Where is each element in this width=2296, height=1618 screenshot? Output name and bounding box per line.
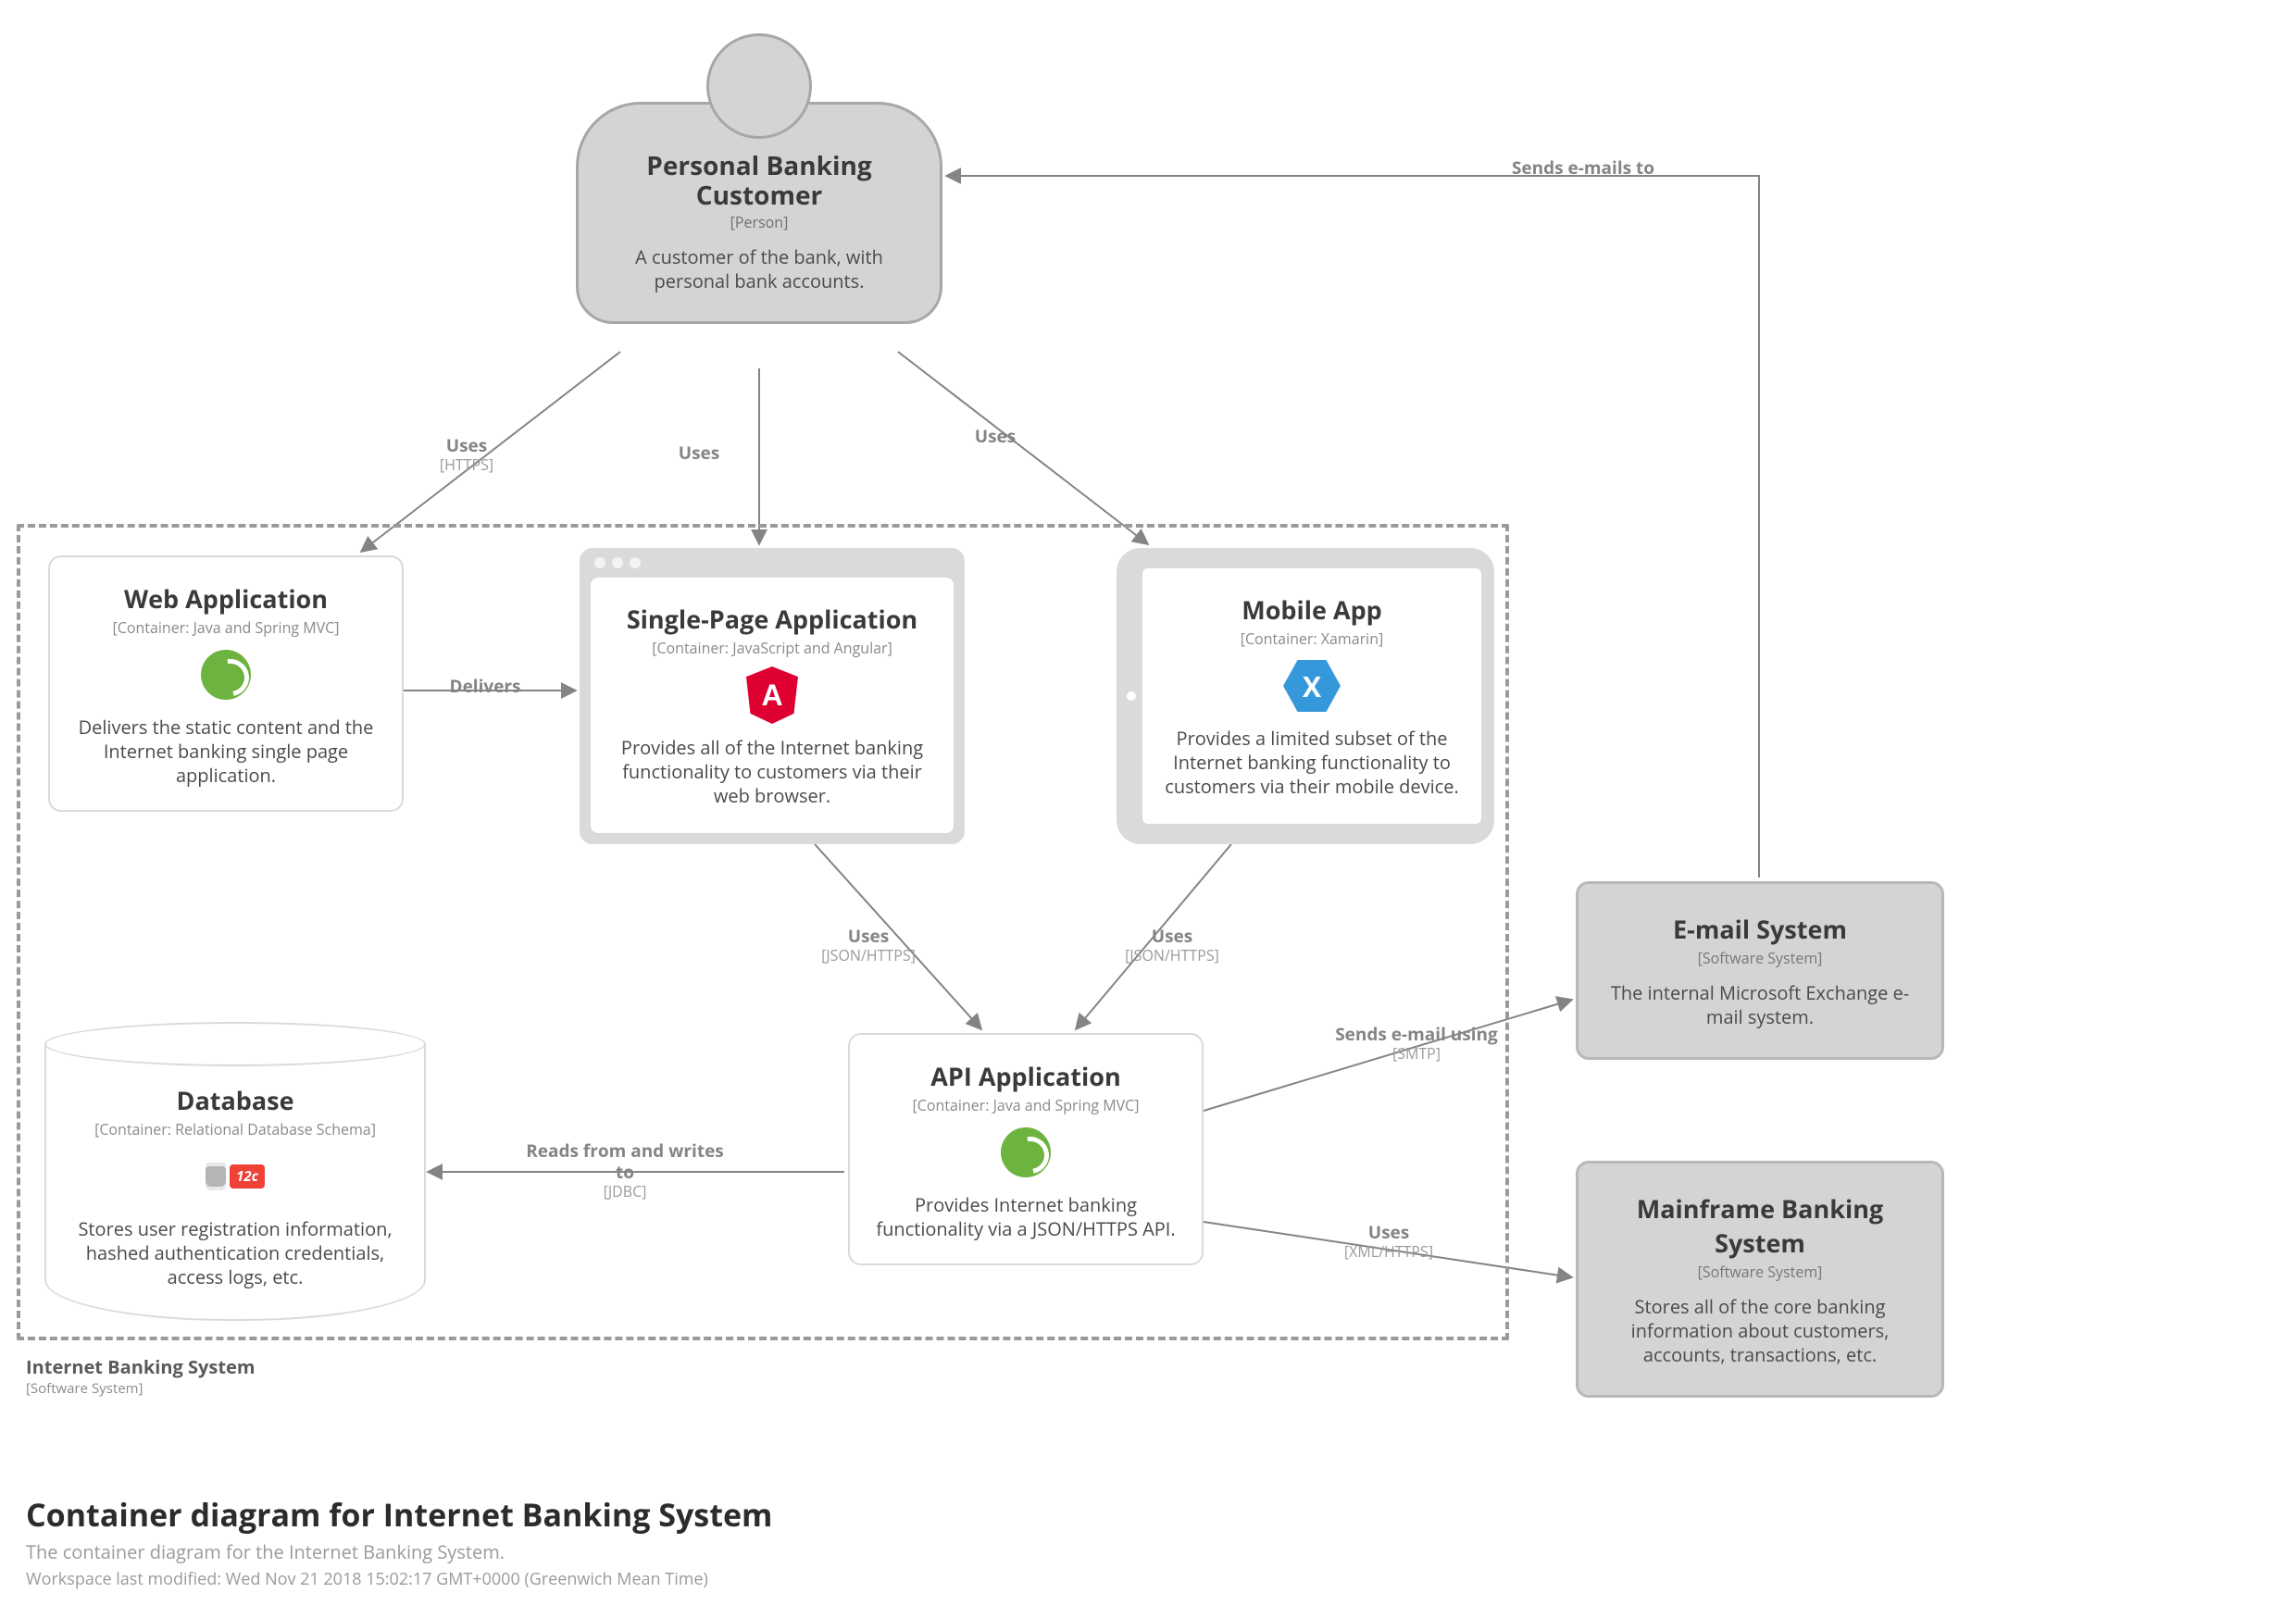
person-title: Personal Banking Customer <box>601 151 917 210</box>
edge-label-person-spa: Uses <box>657 442 741 464</box>
person-desc: A customer of the bank, with personal ba… <box>601 245 917 293</box>
external-mainframe-system: Mainframe Banking System [Software Syste… <box>1576 1161 1944 1398</box>
diagram-canvas: Internet Banking System [Software System… <box>0 0 2296 1618</box>
person-role: [Person] <box>601 212 917 232</box>
db-title: Database <box>67 1083 404 1117</box>
device-camera-icon <box>1127 691 1136 701</box>
edge-label-person-web: Uses [HTTPS] <box>411 435 522 474</box>
xamarin-icon: X <box>1283 660 1341 712</box>
diagram-subtitle: The container diagram for the Internet B… <box>26 1539 772 1564</box>
spa-title: Single-Page Application <box>611 602 933 636</box>
api-tech: [Container: Java and Spring MVC] <box>870 1095 1181 1115</box>
mainframe-title: Mainframe Banking System <box>1601 1191 1919 1260</box>
edge-label-email-person: Sends e-mails to <box>1463 157 1703 179</box>
cylinder-lid-icon <box>44 1022 426 1066</box>
edge-label-mobile-api: Uses [JSON/HTTPS] <box>1089 926 1255 965</box>
api-title: API Application <box>870 1059 1181 1093</box>
boundary-title: Internet Banking System <box>26 1354 255 1379</box>
container-web-app: Web Application [Container: Java and Spr… <box>48 555 404 812</box>
browser-dots-icon <box>594 557 641 568</box>
container-spa: Single-Page Application [Container: Java… <box>580 548 965 844</box>
angular-icon: A <box>746 666 798 724</box>
api-desc: Provides Internet banking functionality … <box>870 1193 1181 1241</box>
email-desc: The internal Microsoft Exchange e-mail s… <box>1601 981 1919 1029</box>
edge-label-api-db: Reads from and writes to [JDBC] <box>518 1140 731 1201</box>
web-desc: Delivers the static content and the Inte… <box>70 716 381 788</box>
db-tech: [Container: Relational Database Schema] <box>67 1119 404 1139</box>
person-customer: Personal Banking Customer [Person] A cus… <box>576 33 942 324</box>
boundary-subtitle: [Software System] <box>26 1379 255 1398</box>
spring-icon <box>1001 1127 1051 1177</box>
spring-icon <box>201 650 251 700</box>
diagram-modified: Workspace last modified: Wed Nov 21 2018… <box>26 1568 772 1590</box>
web-title: Web Application <box>70 581 381 616</box>
spa-desc: Provides all of the Internet banking fun… <box>611 736 933 808</box>
edge-label-web-spa: Delivers <box>420 676 550 697</box>
email-title: E-mail System <box>1601 912 1919 946</box>
edge-label-person-mobile: Uses <box>954 426 1037 447</box>
web-tech: [Container: Java and Spring MVC] <box>70 617 381 638</box>
spa-tech: [Container: JavaScript and Angular] <box>611 638 933 658</box>
person-head-icon <box>706 33 812 139</box>
mainframe-tech: [Software System] <box>1601 1262 1919 1282</box>
mobile-title: Mobile App <box>1163 592 1461 627</box>
email-tech: [Software System] <box>1601 948 1919 968</box>
diagram-footer: Container diagram for Internet Banking S… <box>26 1493 772 1590</box>
container-mobile-app: Mobile App [Container: Xamarin] X Provid… <box>1117 548 1494 844</box>
diagram-title: Container diagram for Internet Banking S… <box>26 1493 772 1536</box>
edge-person-mobile <box>898 352 1148 544</box>
mainframe-desc: Stores all of the core banking informati… <box>1601 1295 1919 1367</box>
edge-label-api-mainframe: Uses [XML/HTTPS] <box>1296 1222 1481 1261</box>
container-database: Database [Container: Relational Database… <box>44 1044 426 1321</box>
external-email-system: E-mail System [Software System] The inte… <box>1576 881 1944 1060</box>
mobile-desc: Provides a limited subset of the Interne… <box>1163 727 1461 799</box>
edge-label-spa-api: Uses [JSON/HTTPS] <box>785 926 952 965</box>
db-desc: Stores user registration information, ha… <box>67 1217 404 1289</box>
oracle-icon: 12c <box>206 1163 265 1190</box>
edge-label-api-email: Sends e-mail using [SMTP] <box>1315 1024 1518 1063</box>
container-api-app: API Application [Container: Java and Spr… <box>848 1033 1204 1265</box>
mobile-tech: [Container: Xamarin] <box>1163 629 1461 649</box>
